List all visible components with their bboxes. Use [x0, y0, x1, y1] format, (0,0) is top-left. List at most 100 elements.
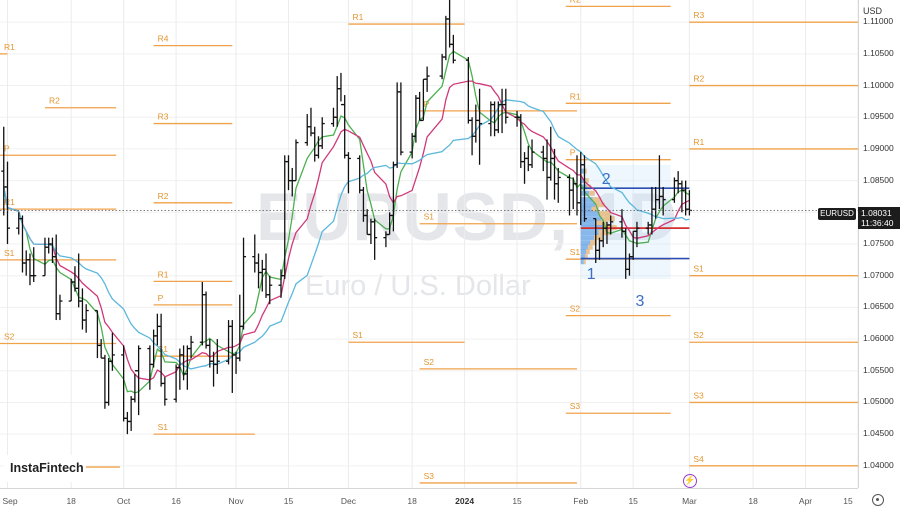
pivot-level-label: S3 [424, 471, 435, 481]
volume-profile-bar [586, 184, 591, 190]
moving-average-line [3, 50, 690, 394]
symbol-tag: EURUSD [818, 208, 856, 220]
ohlc-bar [581, 155, 587, 222]
price-tick-label: 1.10500 [863, 47, 894, 58]
pivot-level-label: R3 [158, 112, 169, 122]
ohlc-bar [4, 161, 10, 244]
ohlc-bar [102, 354, 108, 409]
last-price-tag: 1.08031 11:36:40 [858, 207, 900, 229]
ohlc-bar [555, 167, 561, 203]
ohlc-bar [394, 82, 400, 168]
ohlc-bar [241, 237, 247, 330]
ohlc-bar [450, 34, 456, 64]
ohlc-bar [660, 186, 666, 216]
ohlc-bar [675, 171, 681, 194]
pivot-level-label: P [570, 148, 576, 158]
ohlc-bar [525, 145, 531, 172]
price-axis[interactable]: 1.11000 1.10500 1.10000 1.09500 1.09000 1.085… [858, 0, 900, 488]
time-tick-label: Apr [798, 496, 813, 506]
last-price-value: 1.08031 [861, 208, 892, 218]
instafintech-logo: InstaFintech [4, 455, 86, 482]
price-tick-label: 1.06500 [863, 301, 894, 312]
pivot-level-label: S1 [570, 247, 581, 257]
moving-average-line [3, 99, 690, 370]
price-tick-label: 1.10000 [863, 79, 894, 90]
pivot-level-label: S1 [158, 344, 169, 354]
ohlc-bar [285, 155, 291, 191]
pivot-level-label: S1 [352, 330, 363, 340]
volume-profile-bar [580, 254, 585, 260]
volume-profile-bar [587, 244, 593, 250]
ohlc-bar [83, 304, 89, 333]
moving-average-line [3, 80, 690, 381]
price-tick-label: 1.08500 [863, 174, 894, 185]
volume-profile-bar [584, 168, 587, 174]
ohlc-bar [252, 234, 258, 273]
lightning-icon[interactable]: ⚡ [683, 474, 697, 488]
ohlc-bar [188, 335, 194, 359]
pivot-level-label: R2 [49, 96, 60, 106]
annotation-label: 1 [587, 266, 596, 283]
ohlc-bar [27, 253, 33, 286]
ohlc-bar [424, 66, 430, 92]
price-tick-label: 1.06000 [863, 333, 894, 344]
volume-profile-bar [585, 178, 589, 184]
ohlc-bar [417, 91, 423, 122]
ohlc-bar [345, 152, 351, 194]
time-tick-label: Nov [228, 496, 244, 506]
ohlc-bar [211, 351, 217, 387]
time-tick-label: Sep [2, 496, 18, 506]
currency-button[interactable]: USD [863, 6, 883, 16]
ohlc-bar [237, 294, 243, 362]
pivot-level-label: R4 [158, 34, 169, 44]
time-tick-label: 15 [843, 496, 853, 506]
ohlc-bar [364, 209, 370, 236]
volume-profile-bar [580, 168, 585, 174]
volume-profile-bar [580, 202, 596, 208]
volume-profile-bar [580, 220, 597, 226]
price-tick-label: 1.05500 [863, 364, 894, 375]
ohlc-bar [282, 155, 288, 279]
price-tick-label: 1.04500 [863, 428, 894, 439]
volume-profile-bar [598, 230, 611, 236]
volume-profile-bar [580, 235, 594, 241]
volume-profile-bar [580, 230, 599, 236]
price-tick-label: 1.09500 [863, 111, 894, 122]
pivot-level-label: S3 [693, 390, 704, 400]
pivot-level-label: S1 [424, 212, 435, 222]
ohlc-bar [214, 339, 220, 374]
ohlc-bar [109, 332, 115, 371]
time-tick-label: Oct [117, 496, 131, 506]
time-axis[interactable]: Sep 18 Oct 16 Nov 15 Dec 18 2024 15 Feb 15 Mar 18 Apr 1… [0, 488, 858, 511]
price-tick-label: 1.11000 [863, 16, 894, 27]
ohlc-bar [256, 253, 262, 289]
chart-plot[interactable]: R1 R2 P R1 S1 S2 S1 R4 R3 R2 R1 P S1 S1 R1 S1 S2 S3 P S1 R2 R… [0, 0, 858, 488]
pivot-level-label: R1 [158, 269, 169, 279]
ohlc-bar [128, 396, 134, 431]
ohlc-bar [548, 126, 554, 181]
time-tick-label: Dec [340, 496, 356, 506]
ohlc-bar [522, 152, 528, 184]
volume-profile-bar [596, 220, 607, 226]
pivot-level-label: S3 [570, 401, 581, 411]
pivot-level-label: R2 [693, 74, 704, 84]
volume-profile-bar [580, 244, 588, 250]
pivot-level-label: R1 [4, 42, 15, 52]
volume-profile-bar [580, 178, 586, 184]
volume-profile-bar [580, 216, 602, 222]
pivot-level-label: R2 [570, 0, 581, 4]
ohlc-bar [106, 358, 112, 406]
chart-area[interactable]: EURUSD, 1D Euro / U.S. Dollar R1 R2 P R1 S1 S… [0, 0, 858, 488]
ohlc-bar [267, 275, 273, 305]
pivot-level-label: R1 [693, 137, 704, 147]
pivot-level-label: R1 [352, 12, 363, 22]
volume-profile-bar [580, 211, 599, 217]
ohlc-bar [181, 345, 187, 381]
volume-profile-bar [598, 211, 611, 217]
pivot-level-label: R2 [158, 191, 169, 201]
settings-icon[interactable] [872, 494, 884, 506]
annotation-label: 2 [602, 171, 611, 188]
time-tick-label: 15 [512, 496, 522, 506]
time-tick-label: Mar [682, 496, 697, 506]
ohlc-bar [136, 345, 142, 416]
